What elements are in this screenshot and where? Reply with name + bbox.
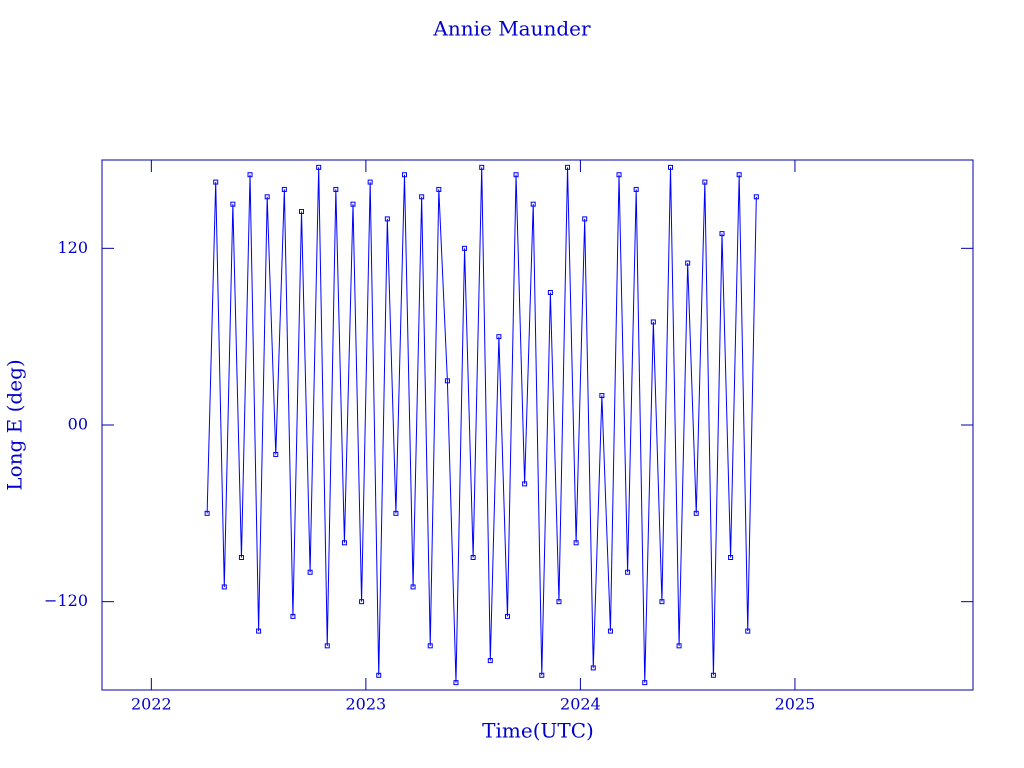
data-point <box>728 555 734 560</box>
data-point <box>427 643 433 649</box>
x-tick-label: 2023 <box>346 695 387 714</box>
data-point <box>204 510 210 516</box>
data-point <box>539 672 545 678</box>
data-point <box>582 216 588 222</box>
data-point <box>676 643 682 649</box>
data-point <box>436 186 442 192</box>
y-axis-label: Long E (deg) <box>3 359 27 490</box>
data-point <box>230 201 236 207</box>
data-point <box>419 194 425 200</box>
data-point <box>719 231 725 237</box>
data-point <box>599 393 605 399</box>
data-point <box>573 540 579 546</box>
data-point <box>616 172 622 178</box>
data-point <box>496 334 502 340</box>
data-point <box>642 680 648 686</box>
data-point <box>333 186 339 192</box>
data-point <box>444 378 450 384</box>
data-point <box>367 179 373 185</box>
data-point <box>410 584 416 590</box>
x-tick-label: 2024 <box>560 695 601 714</box>
data-point <box>273 451 279 457</box>
data-point <box>590 665 596 671</box>
data-point <box>625 569 631 575</box>
data-point <box>530 201 536 207</box>
data-point <box>470 555 476 560</box>
data-point <box>453 680 459 686</box>
data-point <box>556 599 562 605</box>
data-point <box>384 216 390 222</box>
data-point <box>350 201 356 207</box>
chart-title: Annie Maunder <box>432 17 591 41</box>
data-point <box>462 245 468 251</box>
data-point <box>247 172 253 178</box>
data-point <box>650 319 656 325</box>
data-point <box>238 555 244 560</box>
data-point <box>504 613 510 619</box>
data-point <box>659 599 665 605</box>
data-point <box>547 290 553 295</box>
x-tick-label: 2022 <box>131 695 172 714</box>
data-point <box>693 510 699 516</box>
data-point <box>393 510 399 516</box>
data-point <box>522 481 528 487</box>
data-point <box>513 172 519 178</box>
data-point <box>401 172 407 178</box>
data-point <box>607 628 613 634</box>
data-point <box>256 628 262 634</box>
data-point <box>376 672 382 678</box>
data-point <box>316 164 322 170</box>
data-point <box>685 260 691 266</box>
data-point <box>213 179 219 185</box>
data-line <box>206 167 757 683</box>
data-point <box>479 164 485 170</box>
data-point <box>359 599 365 605</box>
data-point <box>221 584 227 590</box>
x-tick-label: 2025 <box>775 695 816 714</box>
y-tick-label: 120 <box>57 238 88 257</box>
data-point <box>745 628 751 634</box>
data-point <box>290 613 296 619</box>
data-point <box>668 164 674 170</box>
data-point <box>299 209 305 215</box>
data-point <box>307 569 313 575</box>
data-point <box>487 658 493 664</box>
data-point <box>702 179 708 185</box>
y-tick-label: 00 <box>68 415 88 434</box>
data-point <box>736 172 742 178</box>
data-point <box>281 186 287 192</box>
data-point <box>753 194 759 200</box>
data-point <box>565 164 571 170</box>
plot-area <box>204 164 759 686</box>
data-point <box>341 540 347 546</box>
data-point <box>633 186 639 192</box>
data-point <box>324 643 330 649</box>
y-tick-label: −120 <box>44 591 88 610</box>
data-point <box>710 672 716 678</box>
x-axis-label: Time(UTC) <box>482 719 594 743</box>
data-point <box>264 194 270 200</box>
